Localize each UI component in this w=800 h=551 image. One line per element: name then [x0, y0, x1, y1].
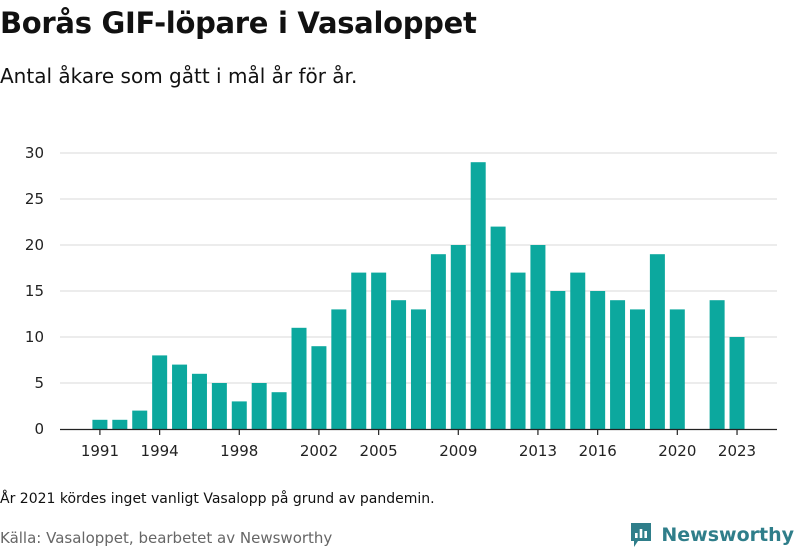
bar-2007	[410, 309, 426, 429]
x-tick-label: 2020	[658, 442, 696, 460]
bar-2012	[510, 272, 526, 429]
x-tick-label: 2002	[300, 442, 338, 460]
y-tick-label: 20	[25, 236, 44, 254]
bar-1999	[251, 383, 267, 429]
bar-1994	[152, 355, 168, 429]
bar-2020	[669, 309, 685, 429]
bar-1995	[172, 364, 188, 429]
x-tick-label: 2005	[360, 442, 398, 460]
bar-2019	[649, 254, 665, 429]
brand-logo[interactable]: Newsworthy	[629, 519, 794, 551]
bar-2018	[629, 309, 645, 429]
bar-2009	[450, 245, 466, 429]
bar-2002	[311, 346, 327, 429]
bar-2015	[570, 272, 586, 429]
bar-1993	[132, 410, 148, 429]
y-tick-label: 15	[25, 282, 44, 300]
y-tick-label: 30	[25, 144, 44, 162]
x-tick-label: 2013	[519, 442, 557, 460]
footnote: År 2021 kördes inget vanligt Vasalopp på…	[0, 491, 435, 507]
bar-1998	[231, 401, 247, 429]
bar-2003	[331, 309, 347, 429]
bar-2013	[530, 245, 546, 429]
x-axis-ticks: 1991 1994 1998 2002 2005 2009 2013 2016 2020 2023	[81, 429, 756, 460]
y-tick-label: 25	[25, 190, 44, 208]
bar-2005	[371, 272, 387, 429]
bar-2022	[709, 300, 725, 429]
source-credit: Källa: Vasaloppet, bearbetet av Newswort…	[0, 529, 333, 547]
x-tick-label: 2023	[718, 442, 756, 460]
bar-2001	[291, 327, 307, 429]
bar-2004	[351, 272, 367, 429]
bars	[92, 162, 745, 429]
bar-2016	[590, 291, 606, 429]
bar-2011	[490, 226, 506, 429]
chart-title: Borås GIF-löpare i Vasaloppet	[0, 6, 477, 40]
bar-1997	[211, 383, 227, 429]
x-tick-label: 1998	[220, 442, 258, 460]
bar-2010	[470, 162, 486, 429]
y-tick-label: 10	[25, 328, 44, 346]
newsworthy-logo-icon	[631, 523, 652, 547]
bar-2017	[610, 300, 626, 429]
bar-2023	[729, 337, 745, 429]
x-tick-label: 1994	[141, 442, 179, 460]
bar-2008	[430, 254, 446, 429]
bar-1992	[112, 419, 128, 429]
bar-2000	[271, 392, 287, 429]
y-axis-ticks: 0 5 10 15 20 25 30	[25, 144, 44, 438]
bar-2014	[550, 291, 566, 429]
chart-subtitle: Antal åkare som gått i mål år för år.	[0, 64, 358, 88]
brand-name: Newsworthy	[661, 524, 794, 546]
bar-1996	[191, 373, 207, 429]
x-tick-label: 2009	[439, 442, 477, 460]
bar-1991	[92, 419, 108, 429]
y-tick-label: 0	[34, 420, 44, 438]
bar-chart: 0 5 10 15 20 25 30 1991 1994 1998 2002 2005 2009 201…	[25, 144, 777, 460]
y-tick-label: 5	[34, 374, 44, 392]
x-tick-label: 1991	[81, 442, 119, 460]
bar-2006	[391, 300, 407, 429]
x-tick-label: 2016	[579, 442, 617, 460]
